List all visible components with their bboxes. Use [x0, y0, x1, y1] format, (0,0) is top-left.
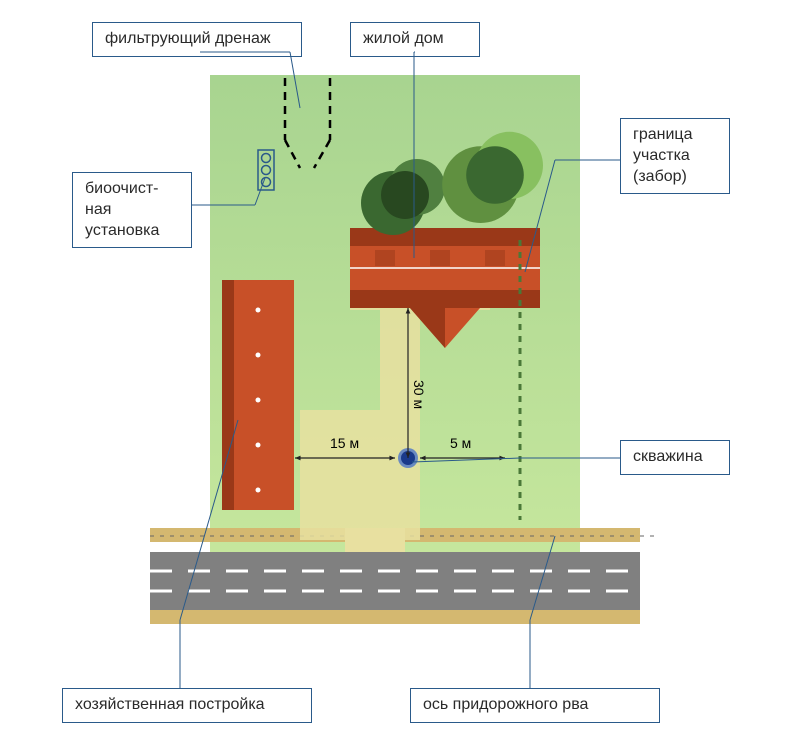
label-bio: биоочист- ная установка [72, 172, 192, 248]
label-ditch: ось придорожного рва [410, 688, 660, 723]
diagram-canvas: 30 м 15 м 5 м [0, 0, 800, 748]
label-border: граница участка (забор) [620, 118, 730, 194]
svg-text:30 м: 30 м [411, 380, 427, 409]
label-house: жилой дом [350, 22, 480, 57]
label-drainage: фильтрующий дренаж [92, 22, 302, 57]
label-outbuilding: хозяйственная постройка [62, 688, 312, 723]
svg-text:15 м: 15 м [330, 435, 359, 451]
label-well: скважина [620, 440, 730, 475]
svg-text:5 м: 5 м [450, 435, 471, 451]
